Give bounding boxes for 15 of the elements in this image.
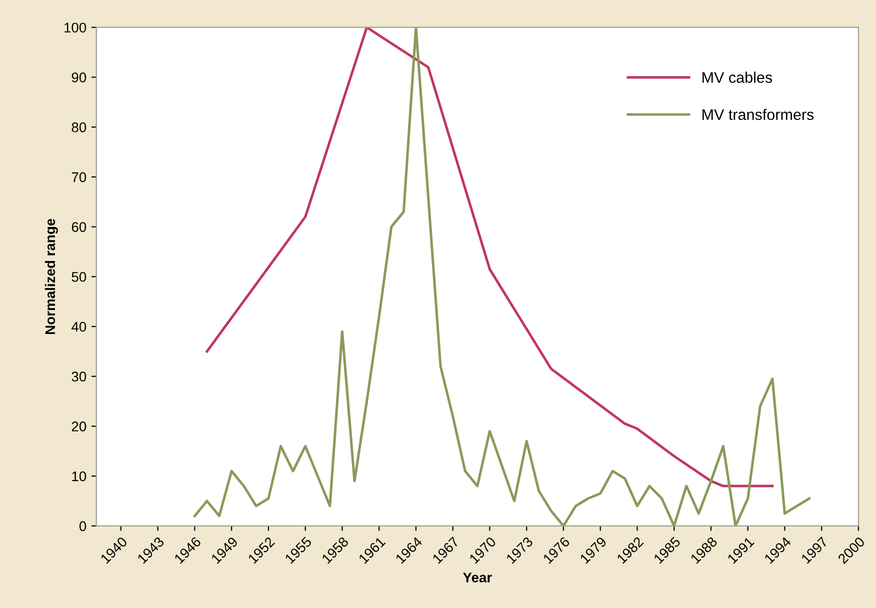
legend-label: MV cables	[702, 72, 772, 83]
y-tick-label: 0	[79, 521, 86, 532]
y-tick-label: 60	[72, 222, 86, 232]
y-tick-label: 50	[72, 272, 86, 282]
y-tick-label: 70	[72, 172, 86, 182]
y-tick-label: 10	[72, 471, 86, 482]
y-tick-label: 30	[72, 372, 86, 382]
y-tick-label: 40	[72, 322, 86, 332]
y-axis-title: Normalized range	[44, 218, 58, 334]
y-tick-label: 80	[72, 122, 86, 132]
x-axis-title: Year	[462, 572, 492, 582]
y-tick-label: 100	[64, 22, 86, 33]
y-tick-label: 20	[72, 422, 86, 432]
legend-label: MV transformers	[702, 108, 814, 120]
y-tick-label: 90	[72, 72, 86, 82]
